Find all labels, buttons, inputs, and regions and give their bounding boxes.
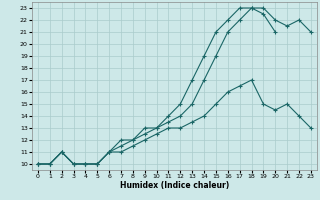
X-axis label: Humidex (Indice chaleur): Humidex (Indice chaleur) xyxy=(120,181,229,190)
